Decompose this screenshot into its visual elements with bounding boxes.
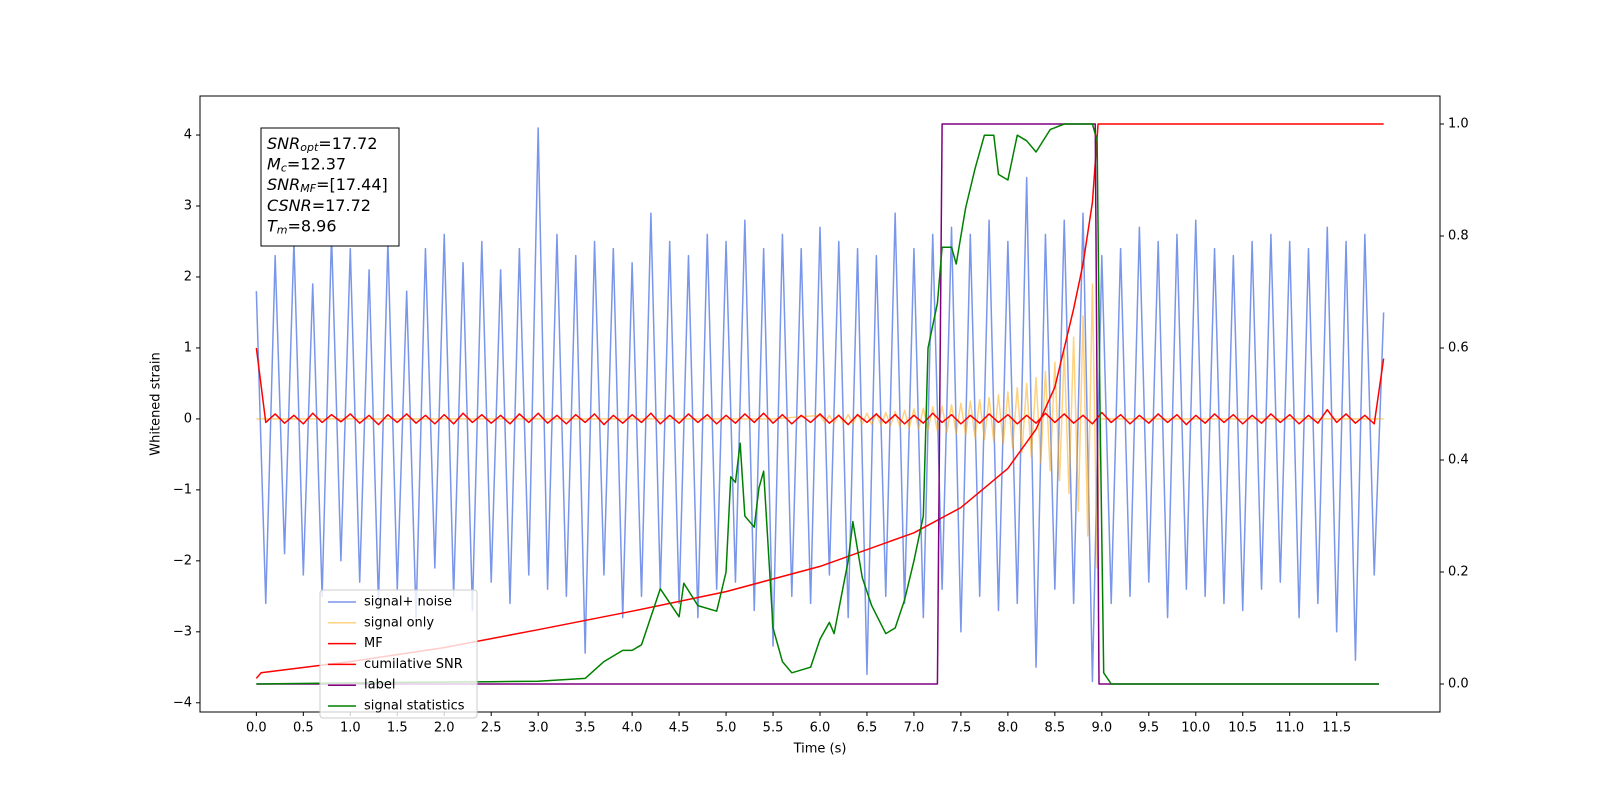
legend-label: label	[364, 678, 395, 693]
annotation-value: =17.72	[312, 195, 371, 214]
x-tick-label: 9.5	[1138, 721, 1159, 736]
annotation-subscript: m	[277, 223, 288, 236]
x-tick-label: 0.0	[246, 721, 267, 736]
annotation-subscript: opt	[300, 141, 319, 154]
x-tick-label: 4.0	[622, 721, 643, 736]
y-tick-label: −2	[173, 553, 192, 568]
annotation-value: =[17.44]	[316, 175, 388, 194]
annotation-value: =17.72	[318, 134, 377, 153]
legend-label: MF	[364, 636, 383, 651]
y-tick-label: 4	[184, 128, 192, 143]
legend-label: signal statistics	[364, 699, 465, 714]
x-axis-label: Time (s)	[793, 742, 847, 757]
x-tick-label: 7.0	[904, 721, 925, 736]
x-tick-label: 5.0	[716, 721, 737, 736]
x-tick-label: 3.5	[575, 721, 596, 736]
legend-box	[319, 589, 478, 719]
x-tick-label: 1.5	[387, 721, 408, 736]
annotation-symbol: SNR	[267, 175, 300, 194]
y2-tick-label: 0.8	[1448, 229, 1469, 244]
annotation-subscript: c	[281, 162, 287, 175]
x-tick-label: 4.5	[669, 721, 690, 736]
text-box	[260, 127, 400, 247]
y2-tick-label: 0.2	[1448, 565, 1469, 580]
x-tick-label: 8.5	[1045, 721, 1066, 736]
annotation-value: =8.96	[288, 216, 337, 235]
legend-label: signal+ noise	[364, 595, 452, 610]
series-line	[256, 123, 1379, 685]
series-line	[256, 283, 1384, 569]
series-line	[255, 127, 1385, 683]
annotation: Tm=8.96	[267, 216, 337, 237]
x-tick-label: 10.0	[1181, 721, 1210, 736]
y-tick-label: −1	[173, 482, 192, 497]
x-tick-label: 11.5	[1322, 721, 1351, 736]
annotation-symbol: M	[267, 154, 281, 173]
x-tick-label: 5.5	[763, 721, 784, 736]
legend-label: signal only	[364, 615, 434, 630]
series-line	[255, 347, 1385, 426]
x-tick-label: 2.0	[434, 721, 455, 736]
y-tick-label: 2	[184, 269, 192, 284]
legend-label: cumilative SNR	[364, 657, 463, 672]
x-tick-label: 8.0	[998, 721, 1019, 736]
y-tick-label: −4	[173, 695, 192, 710]
y2-tick-label: 1.0	[1448, 117, 1469, 132]
annotation-symbol: CSNR	[267, 195, 312, 214]
annotation: Mc=12.37	[267, 154, 346, 175]
annotation-value: =12.37	[287, 154, 346, 173]
annotation-symbol: SNR	[267, 134, 300, 153]
y-tick-label: −3	[173, 624, 192, 639]
x-tick-label: 2.5	[481, 721, 502, 736]
annotation: CSNR=17.72	[267, 195, 371, 214]
x-tick-label: 1.0	[340, 721, 361, 736]
annotation-subscript: MF	[300, 182, 316, 195]
y-tick-label: 3	[184, 199, 192, 214]
x-tick-label: 11.0	[1275, 721, 1304, 736]
y-tick-label: 0	[184, 411, 192, 426]
y2-tick-label: 0.0	[1448, 677, 1469, 692]
x-tick-label: 0.5	[293, 721, 314, 736]
x-tick-label: 10.5	[1228, 721, 1257, 736]
y2-tick-label: 0.4	[1448, 453, 1469, 468]
annotation: SNRMF=[17.44]	[267, 175, 388, 196]
annotation-symbol: T	[267, 216, 278, 235]
x-tick-label: 6.0	[810, 721, 831, 736]
y-axis-label: Whitened strain	[149, 352, 164, 455]
x-tick-label: 6.5	[857, 721, 878, 736]
y2-tick-label: 0.6	[1448, 341, 1469, 356]
y-tick-label: 1	[184, 340, 192, 355]
annotation: SNRopt=17.72	[267, 134, 378, 155]
x-tick-label: 7.5	[951, 721, 972, 736]
x-tick-label: 3.0	[528, 721, 549, 736]
x-tick-label: 9.0	[1091, 721, 1112, 736]
